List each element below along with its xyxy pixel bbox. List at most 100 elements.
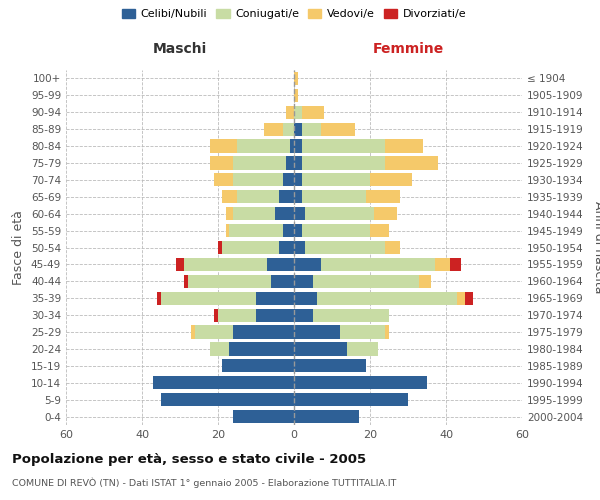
Bar <box>256 308 294 322</box>
Bar <box>370 174 412 186</box>
Text: Maschi: Maschi <box>153 42 207 56</box>
Bar <box>302 156 385 170</box>
Bar <box>237 140 290 152</box>
Bar <box>233 207 275 220</box>
Bar <box>457 292 465 305</box>
Bar <box>302 122 320 136</box>
Bar <box>294 72 298 85</box>
Bar <box>302 224 370 237</box>
Bar <box>263 122 283 136</box>
Text: Femmine: Femmine <box>373 42 443 56</box>
Bar <box>222 190 237 203</box>
Bar <box>237 190 279 203</box>
Bar <box>275 207 294 220</box>
Bar <box>233 410 294 423</box>
Bar <box>218 308 256 322</box>
Bar <box>218 241 222 254</box>
Bar <box>320 122 355 136</box>
Bar <box>195 326 233 338</box>
Bar <box>313 274 419 288</box>
Y-axis label: Fasce di età: Fasce di età <box>13 210 25 285</box>
Bar <box>294 207 305 220</box>
Bar <box>214 308 218 322</box>
Bar <box>184 274 188 288</box>
Bar <box>233 156 286 170</box>
Bar <box>161 393 294 406</box>
Bar <box>290 140 294 152</box>
Bar <box>294 89 298 102</box>
Bar <box>294 156 302 170</box>
Bar <box>283 224 294 237</box>
Bar <box>374 207 397 220</box>
Bar <box>294 376 427 390</box>
Bar <box>302 174 370 186</box>
Bar <box>214 174 233 186</box>
Bar <box>211 342 229 355</box>
Bar <box>286 156 294 170</box>
Bar <box>294 393 408 406</box>
Bar <box>320 258 434 271</box>
Bar <box>226 224 229 237</box>
Bar <box>294 410 359 423</box>
Bar <box>256 292 294 305</box>
Bar <box>294 224 302 237</box>
Bar <box>313 308 389 322</box>
Bar <box>211 156 233 170</box>
Bar <box>305 241 385 254</box>
Bar <box>419 274 431 288</box>
Legend: Celibi/Nubili, Coniugati/e, Vedovi/e, Divorziati/e: Celibi/Nubili, Coniugati/e, Vedovi/e, Di… <box>118 4 470 24</box>
Bar <box>294 292 317 305</box>
Bar <box>450 258 461 271</box>
Bar <box>302 140 385 152</box>
Bar <box>317 292 457 305</box>
Bar <box>294 122 302 136</box>
Bar <box>340 326 385 338</box>
Bar <box>366 190 400 203</box>
Bar <box>191 326 195 338</box>
Bar <box>385 140 423 152</box>
Bar <box>279 241 294 254</box>
Bar <box>465 292 473 305</box>
Bar <box>294 190 302 203</box>
Bar <box>154 376 294 390</box>
Bar <box>294 140 302 152</box>
Bar <box>294 274 313 288</box>
Bar <box>184 258 268 271</box>
Bar <box>347 342 377 355</box>
Bar <box>294 106 302 119</box>
Bar <box>211 140 237 152</box>
Bar <box>229 224 283 237</box>
Bar <box>434 258 450 271</box>
Bar <box>226 207 233 220</box>
Bar <box>233 174 283 186</box>
Bar <box>385 241 400 254</box>
Bar <box>229 342 294 355</box>
Bar <box>294 258 320 271</box>
Bar <box>370 224 389 237</box>
Bar <box>283 174 294 186</box>
Y-axis label: Anni di nascita: Anni di nascita <box>592 201 600 294</box>
Bar <box>286 106 294 119</box>
Bar <box>222 359 294 372</box>
Bar <box>302 190 366 203</box>
Bar <box>161 292 256 305</box>
Text: Popolazione per età, sesso e stato civile - 2005: Popolazione per età, sesso e stato civil… <box>12 452 366 466</box>
Bar <box>271 274 294 288</box>
Bar <box>283 122 294 136</box>
Bar <box>268 258 294 271</box>
Bar <box>157 292 161 305</box>
Bar <box>302 106 325 119</box>
Bar <box>279 190 294 203</box>
Bar <box>294 241 305 254</box>
Bar <box>294 174 302 186</box>
Bar <box>222 241 279 254</box>
Bar <box>385 156 439 170</box>
Bar <box>233 326 294 338</box>
Bar <box>188 274 271 288</box>
Bar <box>294 359 366 372</box>
Bar <box>305 207 374 220</box>
Text: COMUNE DI REVÒ (TN) - Dati ISTAT 1° gennaio 2005 - Elaborazione TUTTITALIA.IT: COMUNE DI REVÒ (TN) - Dati ISTAT 1° genn… <box>12 478 397 488</box>
Bar <box>176 258 184 271</box>
Bar <box>294 308 313 322</box>
Bar <box>294 326 340 338</box>
